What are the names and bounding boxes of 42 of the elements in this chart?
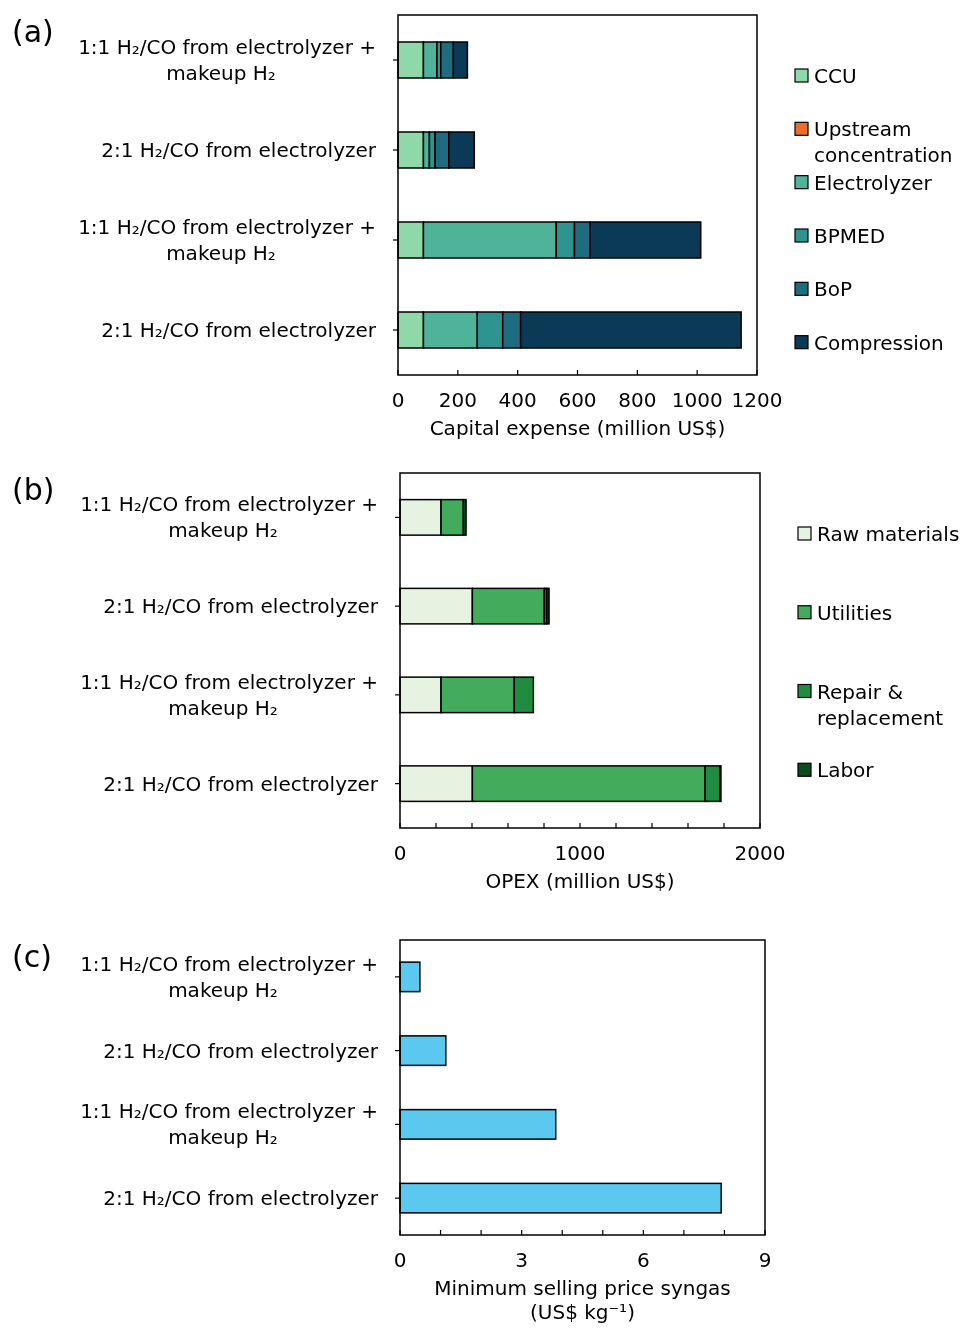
x-axis-title: Minimum selling price syngas (US$ kg⁻¹): [434, 1276, 731, 1324]
y-tick-label: 2:1 H₂/CO from electrolyzer: [103, 1038, 379, 1063]
y-tick-label: 1:1 H₂/CO from electrolyzer + makeup H₂: [78, 215, 376, 265]
x-tick-label: 0: [393, 1248, 407, 1272]
y-tick-label: 1:1 H₂/CO from electrolyzer + makeup H₂: [80, 669, 378, 720]
text: (a): [12, 14, 54, 49]
x-tick-label: 9: [758, 1248, 772, 1272]
legend-label: CCU: [814, 64, 857, 88]
legend-label: BoP: [814, 277, 853, 302]
x-tick-label: 3: [515, 1248, 529, 1272]
y-tick-label: 1:1 H₂/CO from electrolyzer + makeup H₂: [80, 492, 378, 543]
y-tick-label: 2:1 H₂/CO from electrolyzer: [103, 594, 379, 619]
text: (c): [12, 939, 52, 974]
x-tick-label: 1000: [554, 841, 606, 865]
x-tick-label: 6: [636, 1248, 650, 1272]
text: (b): [12, 472, 55, 507]
x-tick-label: 1200: [731, 388, 783, 412]
x-tick-label: 800: [618, 388, 657, 412]
y-tick-label: 2:1 H₂/CO from electrolyzer: [101, 318, 377, 342]
x-axis-title: Capital expense (million US$): [429, 416, 726, 440]
x-tick-label: 400: [498, 388, 537, 412]
y-tick-label: 1:1 H₂/CO from electrolyzer + makeup H₂: [80, 951, 378, 1002]
x-tick-label: 600: [558, 388, 597, 412]
legend-label: Upstream concentration: [814, 117, 953, 168]
x-tick-label: 0: [393, 841, 407, 865]
x-tick-label: 200: [438, 388, 477, 412]
y-tick-label: 1:1 H₂/CO from electrolyzer + makeup H₂: [78, 35, 376, 85]
legend-label: Compression: [814, 330, 944, 355]
legend-label: Raw materials: [817, 522, 960, 546]
legend-label: Electrolyzer: [814, 170, 933, 195]
legend-label: Utilities: [817, 600, 893, 625]
x-axis-title: OPEX (million US$): [485, 869, 675, 893]
x-tick-label: 0: [391, 388, 405, 412]
y-tick-label: 2:1 H₂/CO from electrolyzer: [103, 1186, 379, 1211]
y-tick-label: 2:1 H₂/CO from electrolyzer: [101, 138, 377, 162]
y-tick-label: 1:1 H₂/CO from electrolyzer + makeup H₂: [80, 1099, 378, 1150]
y-tick-label: 2:1 H₂/CO from electrolyzer: [103, 771, 379, 796]
x-tick-label: 2000: [734, 841, 786, 865]
x-tick-label: 1000: [671, 388, 723, 412]
legend-label: Repair & replacement: [817, 679, 944, 730]
legend-label: Labor: [817, 758, 875, 783]
legend-label: BPMED: [814, 224, 886, 248]
